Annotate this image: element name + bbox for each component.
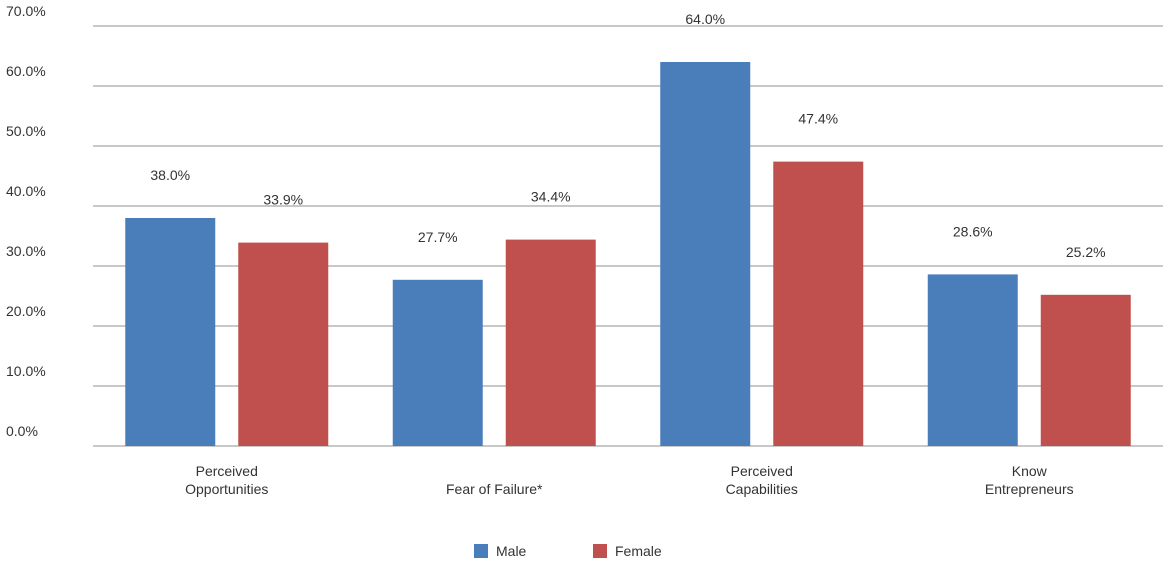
data-label: 64.0% — [685, 11, 725, 27]
legend-item-female: Female — [593, 543, 662, 559]
x-tick-label-line: Know — [1012, 463, 1048, 479]
y-tick-label: 30.0% — [6, 243, 46, 259]
y-tick-label: 50.0% — [6, 123, 46, 139]
bar-female — [773, 161, 864, 446]
bar-male — [660, 62, 751, 446]
x-tick-label: Perceived Opportunities — [185, 463, 268, 497]
data-label: 28.6% — [953, 223, 993, 239]
x-tick-label-line: Fear of Failure* — [446, 481, 543, 497]
legend-label: Female — [615, 543, 662, 559]
data-labels: 38.0% 33.9% 27.7% 34.4% 64.0% 47.4% 28.6% 25.2% — [150, 11, 1105, 260]
bar-female — [505, 239, 596, 446]
data-label: 25.2% — [1066, 244, 1106, 260]
y-tick-label: 40.0% — [6, 183, 46, 199]
legend: Male Female — [474, 543, 662, 559]
x-tick-label-line: Capabilities — [726, 481, 798, 497]
legend-label: Male — [496, 543, 527, 559]
legend-item-male: Male — [474, 543, 527, 559]
data-label: 47.4% — [798, 111, 838, 127]
x-tick-label-line: Entrepreneurs — [985, 481, 1074, 497]
data-label: 33.9% — [263, 192, 303, 208]
x-axis-category-labels: Perceived Opportunities Fear of Failure* Pe… — [185, 463, 1074, 497]
bar-male — [927, 274, 1018, 446]
data-label: 34.4% — [531, 189, 571, 205]
bar-female — [1040, 294, 1131, 446]
data-label: 38.0% — [150, 167, 190, 183]
y-tick-label: 60.0% — [6, 63, 46, 79]
x-tick-label: Know Entrepreneurs — [985, 463, 1074, 497]
x-tick-label: Perceived Capabilities — [726, 463, 798, 497]
bars — [125, 62, 1131, 446]
y-axis-tick-labels: 0.0% 10.0% 20.0% 30.0% 40.0% 50.0% 60.0% 70.0% — [6, 3, 46, 439]
bar-female — [238, 242, 329, 446]
y-tick-label: 10.0% — [6, 363, 46, 379]
legend-swatch-female — [593, 544, 607, 558]
x-tick-label-line: Perceived — [731, 463, 793, 479]
x-tick-label-line: Opportunities — [185, 481, 268, 497]
y-tick-label: 20.0% — [6, 303, 46, 319]
data-label: 27.7% — [418, 229, 458, 245]
bar-male — [125, 218, 216, 446]
y-tick-label: 70.0% — [6, 3, 46, 19]
bar-male — [392, 279, 483, 446]
legend-swatch-male — [474, 544, 488, 558]
x-tick-label-line: Perceived — [196, 463, 258, 479]
x-tick-label: Fear of Failure* — [446, 481, 543, 497]
y-tick-label: 0.0% — [6, 423, 38, 439]
